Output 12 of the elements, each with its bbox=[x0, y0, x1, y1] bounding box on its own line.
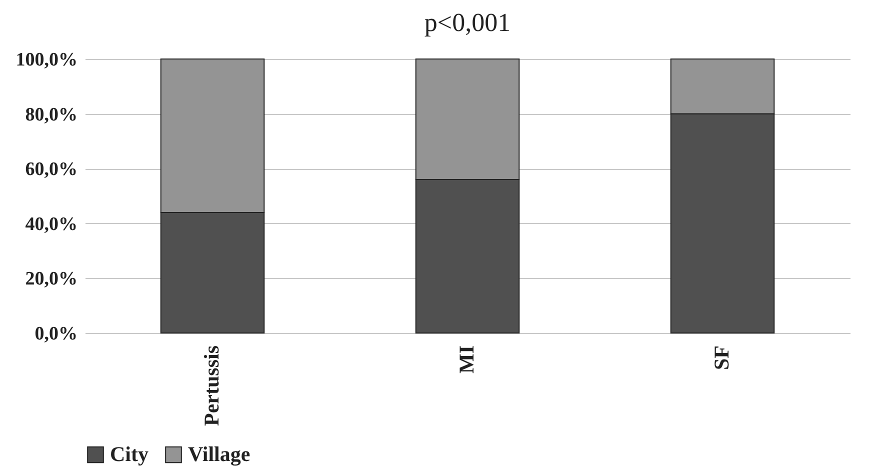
y-tick-label: 0,0% bbox=[34, 324, 78, 344]
x-tick-label: MI bbox=[454, 346, 478, 374]
y-tick-label: 40,0% bbox=[25, 214, 78, 235]
x-tick-label: SF bbox=[710, 346, 734, 370]
y-tick-label: 20,0% bbox=[25, 268, 78, 290]
y-tick-label: 100,0% bbox=[16, 50, 78, 70]
legend-label: City bbox=[110, 442, 149, 466]
legend-label: Village bbox=[188, 442, 250, 466]
y-tick-label: 60,0% bbox=[25, 159, 78, 180]
x-tick-label: Pertussis bbox=[200, 346, 224, 426]
y-tick-label: 80,0% bbox=[25, 104, 78, 126]
chart-title: p<0,001 bbox=[424, 8, 511, 37]
